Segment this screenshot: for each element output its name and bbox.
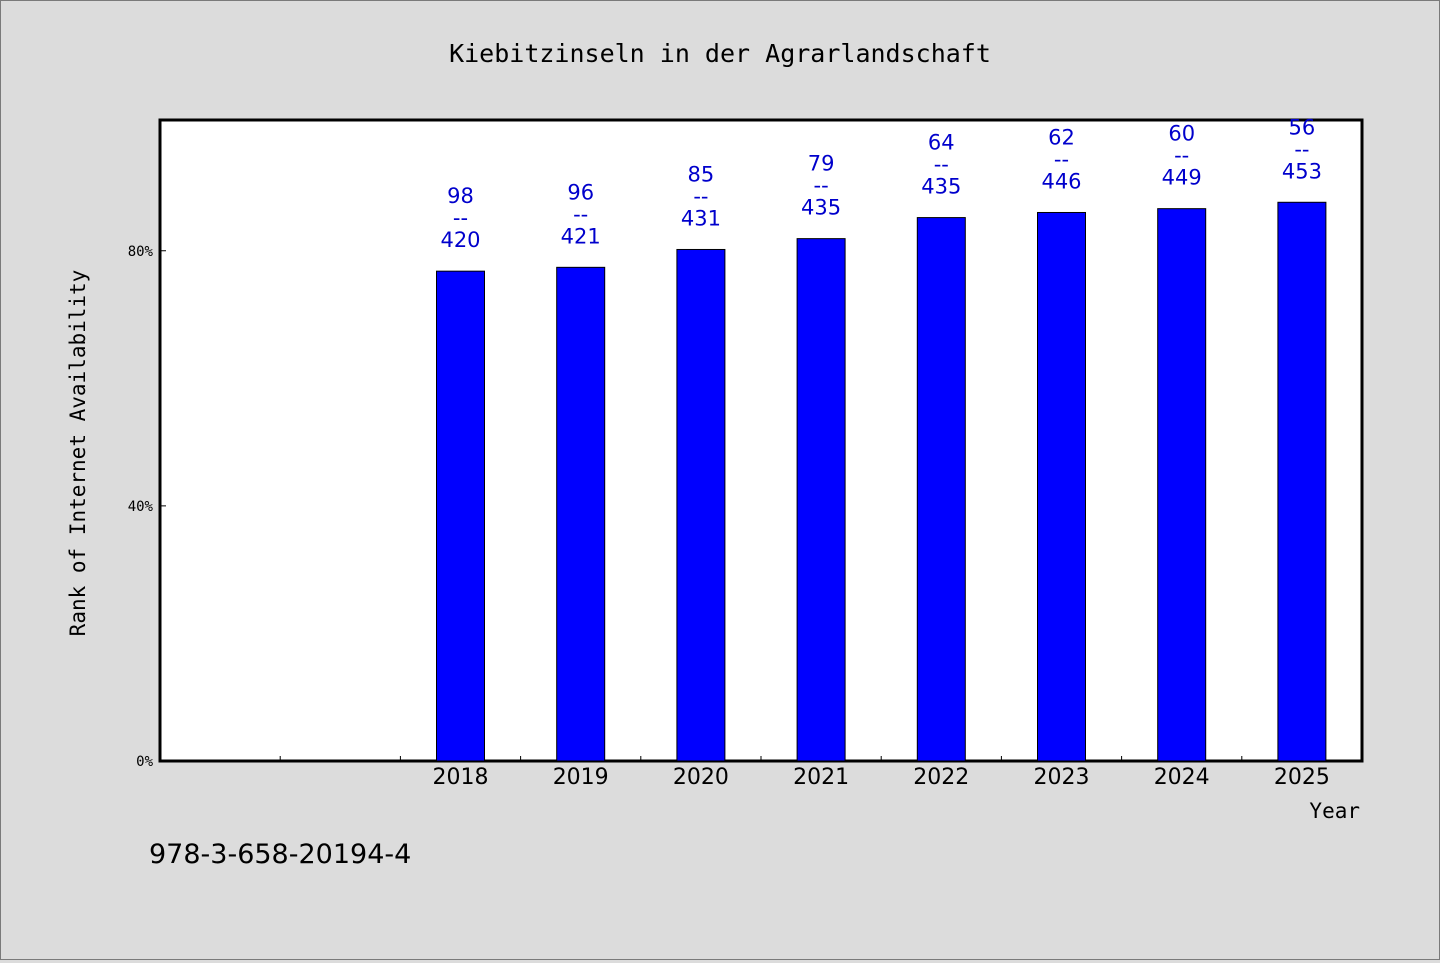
bar-2024 bbox=[1157, 208, 1207, 762]
bar-2023 bbox=[1037, 211, 1086, 762]
y-tick-label: 0% bbox=[136, 754, 153, 770]
bar-label-rank: 60 bbox=[1168, 122, 1195, 146]
bar-label-sep: -- bbox=[1174, 144, 1189, 168]
bar-label-rank: 98 bbox=[447, 184, 474, 208]
bar-label-sep: -- bbox=[814, 174, 829, 198]
x-tick-label: 2022 bbox=[913, 765, 969, 790]
bar-2018 bbox=[436, 270, 485, 762]
bar-label-total: 449 bbox=[1162, 166, 1202, 190]
bars bbox=[436, 201, 1327, 762]
bar-label-total: 420 bbox=[440, 228, 480, 252]
bar-2020 bbox=[676, 248, 726, 762]
bar-label-rank: 96 bbox=[567, 180, 594, 204]
bar-label-rank: 79 bbox=[808, 152, 835, 176]
bar-label-total: 421 bbox=[561, 224, 601, 248]
y-tick-label: 40% bbox=[128, 499, 154, 515]
x-tick-label: 2024 bbox=[1154, 765, 1210, 790]
x-tick-labels: 2018 2019 2020 2021 2022 2023 2024 2025 bbox=[433, 765, 1330, 790]
chart-title: Kiebitzinseln in der Agrarlandschaft bbox=[449, 39, 991, 68]
x-tick-label: 2018 bbox=[433, 765, 489, 790]
y-axis: 0% 40% 80% bbox=[128, 244, 166, 770]
bar-2025 bbox=[1277, 201, 1327, 762]
bar-label-rank: 64 bbox=[928, 131, 955, 155]
bar-label-total: 446 bbox=[1041, 169, 1081, 193]
isbn-text: 978-3-658-20194-4 bbox=[149, 839, 411, 870]
bar-2019 bbox=[556, 266, 606, 762]
bar-labels: 420--98421--96431--85435--79435--64446--… bbox=[440, 115, 1321, 252]
bar-label-rank: 62 bbox=[1048, 125, 1075, 149]
x-tick-label: 2023 bbox=[1034, 765, 1090, 790]
y-tick-label: 80% bbox=[128, 244, 154, 260]
x-tick-label: 2019 bbox=[553, 765, 609, 790]
bar-label-sep: -- bbox=[453, 206, 468, 230]
bar-2021 bbox=[796, 238, 846, 762]
x-axis-label: Year bbox=[1309, 799, 1360, 823]
y-axis-label: Rank of Internet Availability bbox=[66, 270, 90, 637]
bar-label-sep: -- bbox=[934, 153, 949, 177]
bar-label-total: 435 bbox=[801, 196, 841, 220]
bar-label-sep: -- bbox=[1294, 137, 1309, 161]
bar-label-sep: -- bbox=[1054, 147, 1069, 171]
x-tick-label: 2020 bbox=[673, 765, 729, 790]
x-tick-label: 2021 bbox=[793, 765, 849, 790]
bar-label-total: 431 bbox=[681, 206, 721, 230]
bar-label-sep: -- bbox=[573, 202, 588, 226]
bar-label-total: 435 bbox=[921, 175, 961, 199]
x-tick-label: 2025 bbox=[1274, 765, 1330, 790]
x-ticks bbox=[279, 756, 1243, 761]
bar-label-sep: -- bbox=[693, 184, 708, 208]
bar-label-rank: 85 bbox=[688, 162, 715, 186]
bar-label-total: 453 bbox=[1282, 159, 1322, 183]
bar-label-rank: 56 bbox=[1289, 115, 1316, 139]
bar-2022 bbox=[916, 217, 966, 762]
